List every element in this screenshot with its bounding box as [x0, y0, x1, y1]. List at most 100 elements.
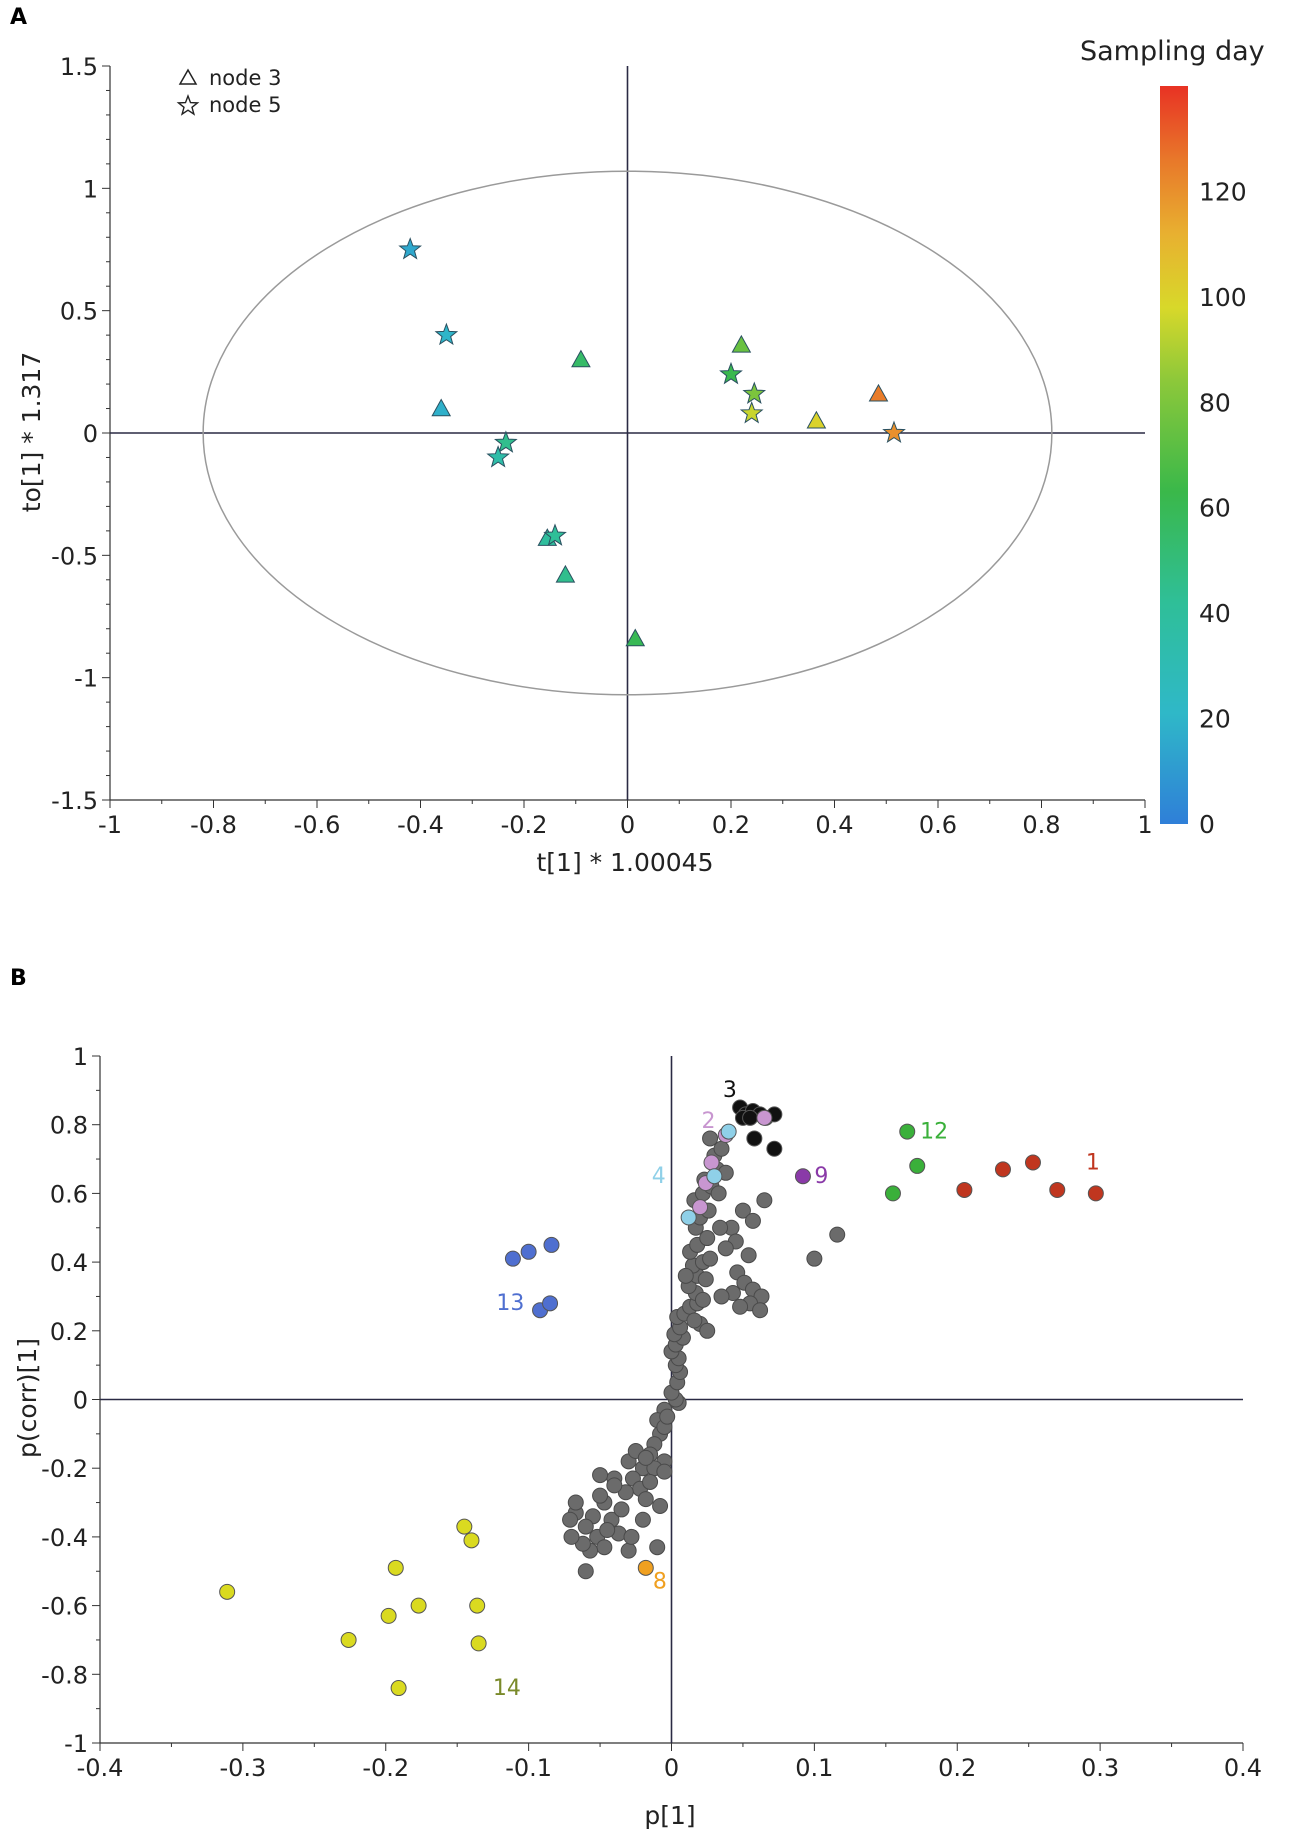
panel-b-group-4-point: [706, 1168, 723, 1185]
panel-b-gray-point: [567, 1494, 584, 1511]
panel-b-gray-point: [577, 1563, 594, 1580]
panel-a-triangle-point: [806, 410, 827, 429]
panel-b-group-1-point: [1049, 1181, 1066, 1198]
panel-b-axes: -0.4 -0.3 -0.2 -0.1 0 0.1 0.2 0.3 0.4 1 0.8 0.6 0.4 0…: [41, 1043, 1262, 1782]
panel-b-gray-point: [649, 1539, 666, 1556]
panel-b-group-label-4: 4: [652, 1164, 666, 1189]
panel-b-gray-point: [620, 1542, 637, 1559]
panel-b-gray-point: [702, 1130, 719, 1147]
panel-a-x-tick-label: 0.8: [1022, 811, 1060, 839]
panel-b-x-tick-label: 0.3: [1081, 1754, 1119, 1782]
colorbar-tick-label: 20: [1199, 705, 1231, 734]
panel-b-y-tick-label: 0.8: [50, 1112, 88, 1140]
panel-a-y-tick-label: -1.5: [51, 787, 98, 815]
panel-a-ellipse-layer: [202, 170, 1053, 696]
panel-b-group-14-point: [340, 1631, 357, 1648]
panel-b-group-label-1: 1: [1086, 1150, 1100, 1175]
panel-a-y-axis-title: to[1] * 1.317: [17, 352, 46, 512]
panel-b-y-tick-label: -1: [64, 1730, 88, 1758]
panel-a-y-tick-label: 0: [83, 420, 98, 448]
panel-a-y-tick-label: 0.5: [60, 298, 98, 326]
panel-b-x-tick-label: -0.3: [219, 1754, 266, 1782]
panel-b-y-tick-label: -0.2: [41, 1455, 88, 1483]
legend-node3-label: node 3: [209, 66, 281, 90]
panel-b-gray-point: [563, 1528, 580, 1545]
panel-a-triangle-point: [868, 383, 889, 402]
panel-b-group-1-point: [1087, 1185, 1104, 1202]
panel-b-group-14-point: [469, 1597, 486, 1614]
panel-b-gray-point: [634, 1511, 651, 1528]
panel-b-group-12-point: [884, 1185, 901, 1202]
panel-b-gray-point: [756, 1192, 773, 1209]
legend-triangle-marker: [178, 68, 198, 85]
panel-b-y-tick-label: 0.4: [50, 1249, 88, 1277]
panel-b-group-label-13: 13: [496, 1291, 524, 1316]
panel-b-gray-point: [699, 1322, 716, 1339]
panel-b-y-tick-label: -0.8: [41, 1661, 88, 1689]
panel-a-y-tick-label: -0.5: [51, 542, 98, 570]
panel-b-gray-point: [623, 1528, 640, 1545]
panel-a-confidence-ellipse: [202, 170, 1053, 696]
panel-a-star-point: [434, 322, 459, 346]
panel-b-group-14-point: [390, 1680, 407, 1697]
panel-b-group-14-point: [219, 1583, 236, 1600]
panel-b-points: [219, 1099, 1104, 1697]
panel-b-gray-point: [734, 1202, 751, 1219]
panel-b-gray-point: [806, 1250, 823, 1267]
panel-b-gray-point: [596, 1539, 613, 1556]
panel-b-gray-point: [677, 1267, 694, 1284]
panel-b-gray-point: [592, 1487, 609, 1504]
panel-b-x-tick-label: 0.1: [795, 1754, 833, 1782]
colorbar-ticks: 120 100 80 60 40 20 0: [1199, 177, 1247, 839]
panel-b-gray-point: [702, 1250, 719, 1267]
panel-a-x-tick-label: -0.4: [397, 811, 444, 839]
panel-a-star-point: [742, 381, 767, 404]
colorbar-gradient: [1160, 86, 1188, 824]
panel-a-triangle-point: [431, 398, 452, 417]
panel-b-gray-point: [642, 1473, 659, 1490]
colorbar: Sampling day 120 100 80 60 40 20 0: [1080, 36, 1265, 839]
panel-a-triangle-point: [731, 334, 752, 353]
panel-b-gray-point: [606, 1477, 623, 1494]
panel-b-gray-point: [613, 1501, 630, 1518]
panel-b-group-14-point: [380, 1607, 397, 1624]
panel-b-gray-point: [694, 1291, 711, 1308]
panel-b-y-tick-label: 0.2: [50, 1318, 88, 1346]
panel-b-group-4-point: [680, 1209, 697, 1226]
panel-b-gray-point: [740, 1247, 757, 1264]
panel-b-y-tick-label: 0.6: [50, 1180, 88, 1208]
panel-a-star-point: [486, 445, 510, 468]
panel-b-group-1-point: [956, 1181, 973, 1198]
panel-a-x-tick-label: 0: [620, 811, 635, 839]
panel-a-x-axis-title: t[1] * 1.00045: [537, 848, 714, 877]
panel-b-group-3-point: [746, 1130, 763, 1147]
panel-a-x-tick-label: -0.6: [294, 811, 341, 839]
panel-b-group-14-point: [410, 1597, 427, 1614]
colorbar-tick-label: 40: [1199, 599, 1231, 628]
panel-b-gray-point: [717, 1240, 734, 1257]
colorbar-title: Sampling day: [1080, 36, 1265, 67]
panel-a-star-point: [739, 400, 764, 424]
colorbar-tick-label: 120: [1199, 177, 1247, 206]
panel-a-y-tick-label: -1: [74, 665, 98, 693]
panel-b-x-tick-label: -0.2: [362, 1754, 409, 1782]
panel-b-gray-point: [656, 1463, 673, 1480]
panel-b-group-12-point: [909, 1157, 926, 1174]
panel-b: B -0.4 -0.3 -0.2 -0.1 0 0.1 0.2 0.3 0.4 1 0.8 0.6 0.…: [10, 966, 1262, 1830]
panel-a-x-tick-label: -0.2: [501, 811, 548, 839]
panel-b-x-tick-label: -0.4: [77, 1754, 124, 1782]
panel-a-triangle-point: [625, 628, 646, 647]
panel-b-group-1-point: [1024, 1154, 1041, 1171]
panel-b-gray-point: [697, 1271, 714, 1288]
panel-b-gray-point: [577, 1518, 594, 1535]
panel-a-x-tick-label: 0.6: [919, 811, 957, 839]
panel-b-group-1-point: [994, 1161, 1011, 1178]
panel-b-gray-point: [686, 1312, 703, 1329]
panel-b-group-2-point: [756, 1109, 773, 1126]
panel-a-star-point: [494, 430, 518, 453]
panel-b-group-2-point: [692, 1199, 709, 1216]
panel-b-gray-point: [713, 1140, 730, 1157]
colorbar-tick-label: 60: [1199, 494, 1231, 523]
colorbar-tick-label: 100: [1199, 283, 1247, 312]
panel-b-gray-point: [744, 1212, 761, 1229]
